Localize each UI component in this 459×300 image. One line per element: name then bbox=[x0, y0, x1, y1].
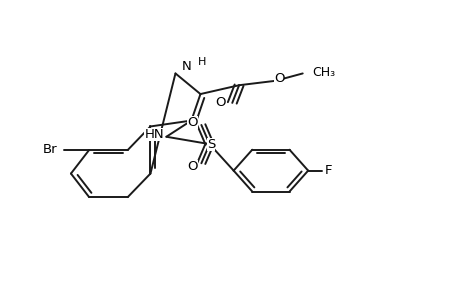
Text: Br: Br bbox=[43, 143, 58, 157]
Text: F: F bbox=[324, 164, 332, 177]
Text: N: N bbox=[182, 60, 191, 73]
Text: S: S bbox=[206, 138, 215, 151]
Text: O: O bbox=[187, 116, 197, 128]
Text: H: H bbox=[197, 57, 206, 67]
Text: O: O bbox=[215, 96, 226, 110]
Text: O: O bbox=[187, 160, 197, 173]
Text: CH₃: CH₃ bbox=[312, 66, 335, 79]
Text: O: O bbox=[273, 72, 284, 85]
Text: HN: HN bbox=[144, 128, 164, 141]
